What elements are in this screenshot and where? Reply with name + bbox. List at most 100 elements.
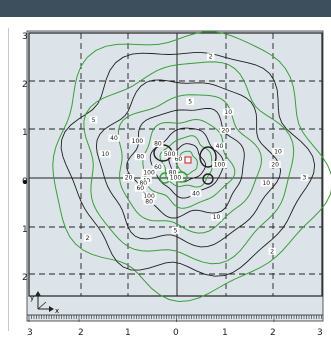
contour-label-bg [141,168,157,176]
contour-label: 500 [164,151,176,158]
contour-label: 40 [216,143,224,150]
x-tick-label: 2 [78,328,84,338]
contour-label-bg [130,137,145,145]
contour-label-bg [143,197,155,205]
plot-frame [28,32,323,297]
contour-label: 80 [139,180,147,187]
contour-line [142,118,236,209]
y-tick-label: 1 [22,225,28,235]
contour-label-bg [83,234,92,242]
contour-label-bg [171,226,180,234]
contour-label-bg [168,174,183,182]
x-tick-label: 2 [270,328,276,338]
window-header-bar [0,0,331,17]
contour-label-bg [99,150,111,158]
contour-label-bg [190,189,202,197]
contour-label: 10 [101,151,109,158]
contour-labels: 2555101010101020202040404040808080806060… [83,53,309,255]
contour-label: 80 [145,198,153,205]
contour-label: 100 [132,138,144,145]
contour-label-bg [162,150,177,158]
contour-label: 60 [175,156,183,163]
contour-label: 100 [170,175,182,182]
y-tick-label: 1 [22,128,28,138]
contour-label: 80 [136,154,144,161]
contour-label-bg [210,213,223,221]
contour-label-bg [172,155,184,163]
contour-line [168,143,207,183]
contour-label-bg [213,142,226,150]
contour-line [60,52,316,277]
contour-label: 10 [213,214,221,221]
x-tick-label: 3 [27,328,33,338]
contour-label: 100 [143,169,155,176]
contour-label-bg [141,192,157,200]
contour-label: 20 [221,127,229,134]
contour-label: 5 [92,117,96,124]
contour-label-bg [219,126,231,134]
contour-label-bg [260,179,272,187]
contour-label: 60 [154,164,162,171]
contour-label-bg [134,184,146,192]
contour-label-bg [123,174,135,182]
y-tick-label: 3 [22,32,28,42]
contour-label: 20 [271,162,279,169]
contour-label-bg [152,140,164,147]
triad-x-label: x [55,307,59,315]
contour-label: 10 [224,109,232,116]
contour-line [175,150,198,175]
contour-line [126,107,245,219]
contour-label: 2 [86,235,90,242]
contour-label: 80 [169,169,177,176]
contour-label-bg [108,134,120,142]
contour-label: 80 [154,141,162,148]
contour-label: 40 [110,135,118,142]
contour-label-bg [137,179,149,187]
contour-line [149,127,225,199]
contour-label-bg [212,161,227,168]
y-tick-label: 2 [22,80,28,90]
contour-lines [52,31,331,303]
contour-label: 5 [188,98,192,105]
axis-triad: y x [30,291,59,315]
contour-label-bg [134,153,146,161]
contour-label-bg [186,97,194,105]
contour-label-bg [272,147,284,155]
contour-line [95,79,282,248]
contour-line [117,94,263,234]
contour-label: 10 [274,148,282,155]
x-tick-label: 3 [317,328,323,338]
contour-label: 5 [174,227,178,234]
contour-label: 20 [125,175,133,182]
contour-label-bg [268,247,276,255]
contour-lobe [199,146,217,168]
contour-lobe [202,173,214,185]
left-divider [8,28,9,331]
contour-label-bg [167,168,179,176]
bottom-ruler [27,314,323,322]
contour-label-bg [300,174,309,182]
contour-label: 2 [270,248,274,255]
contour-plot[interactable]: 2555101010101020202040404040808080806060… [0,17,331,338]
y-origin-dot [23,180,27,184]
source-marker[interactable] [184,156,192,164]
x-tick-label: 1 [125,328,131,338]
x-tick-label: 0 [173,328,179,338]
contour-label-bg [269,161,281,168]
y-tick-label: 2 [22,273,28,283]
contour-label-bg [222,108,234,116]
triad-y-label: y [30,294,34,302]
contour-label-bg [89,116,98,124]
contour-label: 10 [262,180,270,187]
contour-label-bg [206,53,215,61]
x-tick-label: 1 [222,328,228,338]
contour-label: 40 [192,190,200,197]
contour-label: 100 [143,193,155,200]
contour-label: 100 [214,162,226,169]
contour-label: 60 [136,185,144,192]
contour-label: 2 [209,54,213,61]
contour-line [83,61,295,265]
contour-label-bg [152,163,164,171]
contour-label: 3 [302,175,306,182]
contour-line [52,31,331,303]
